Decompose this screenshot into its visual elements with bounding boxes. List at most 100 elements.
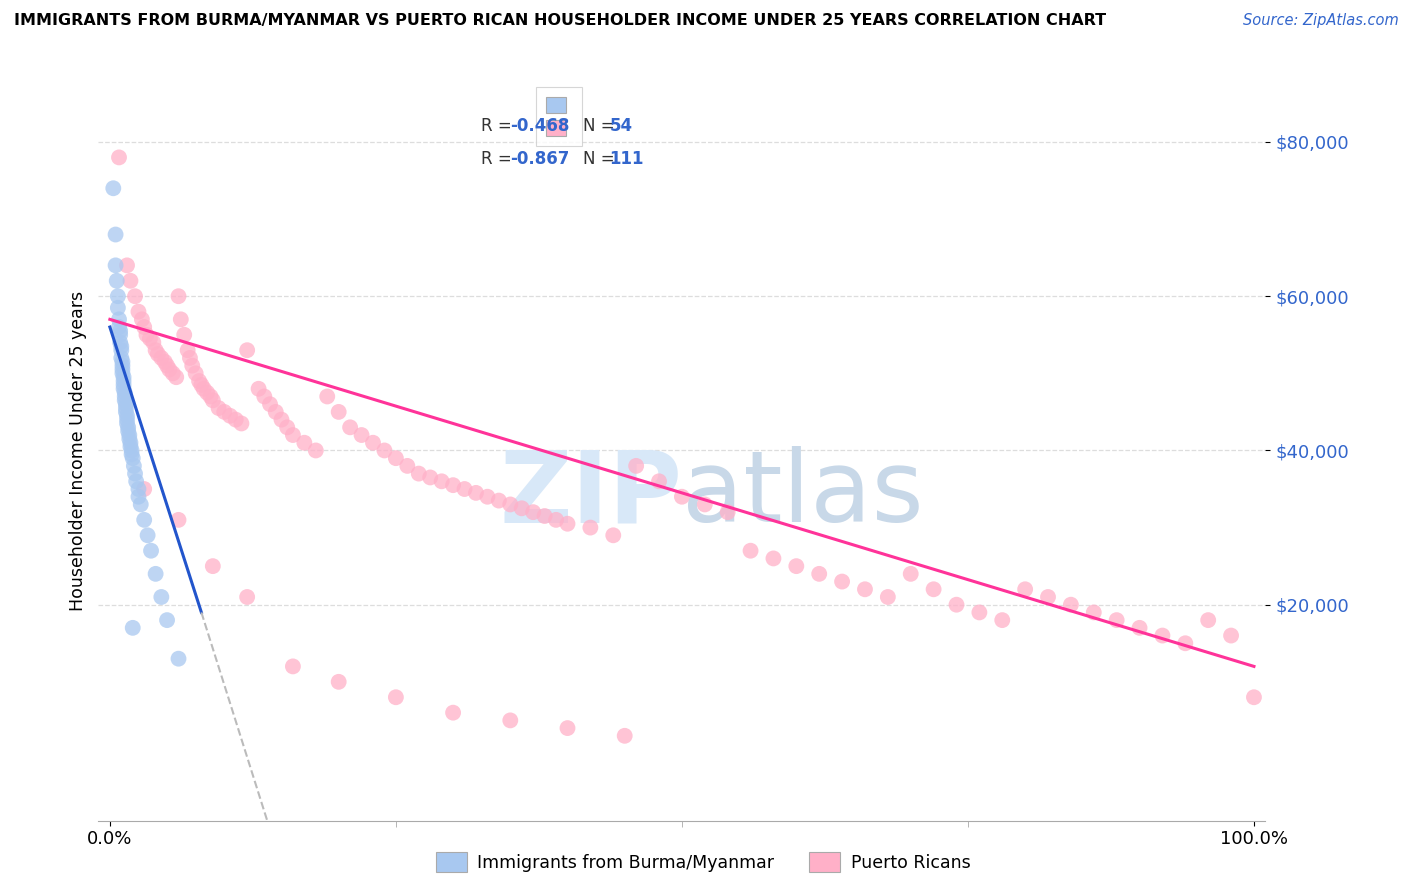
Point [103,181,125,195]
Point [717,505,740,519]
Point [785,559,807,574]
Point [969,606,991,620]
Point [112,374,135,388]
Point [112,378,135,392]
Point [105,274,128,288]
Point [207,401,229,415]
Legend: , : , [537,87,582,145]
Point [145,343,167,358]
Point [181,359,204,373]
Point [162,367,184,381]
Point [522,505,544,519]
Point [115,417,138,431]
Point [648,475,671,489]
Point [1197,613,1219,627]
Point [499,714,522,728]
Point [214,405,236,419]
Point [579,520,602,534]
Point [499,498,522,512]
Point [188,374,211,388]
Point [108,320,131,334]
Point [350,428,373,442]
Text: 54: 54 [610,117,633,136]
Point [510,501,533,516]
Point [1128,621,1150,635]
Point [900,566,922,581]
Point [477,490,499,504]
Text: N =: N = [582,117,620,136]
Point [108,150,131,164]
Point [127,490,149,504]
Point [1083,606,1105,620]
Point [122,458,145,473]
Point [134,320,156,334]
Point [762,551,785,566]
Point [201,393,224,408]
Point [195,385,218,400]
Point [190,378,212,392]
Point [488,493,510,508]
Legend: Immigrants from Burma/Myanmar, Puerto Ricans: Immigrants from Burma/Myanmar, Puerto Ri… [429,845,977,879]
Text: 111: 111 [610,151,644,169]
Point [111,359,134,373]
Point [120,440,142,454]
Point [361,435,384,450]
Point [108,327,131,342]
Point [385,451,408,466]
Point [1174,636,1197,650]
Point [671,490,693,504]
Point [253,389,276,403]
Point [1220,628,1243,642]
Point [219,409,242,423]
Point [385,690,408,705]
Point [135,327,157,342]
Point [276,420,298,434]
Point [111,362,134,376]
Point [613,729,636,743]
Point [118,432,141,446]
Point [693,498,716,512]
Point [453,482,475,496]
Point [114,389,136,403]
Point [114,393,136,408]
Point [305,443,328,458]
Point [107,301,129,315]
Point [373,443,395,458]
Point [236,343,259,358]
Point [120,435,142,450]
Point [259,397,281,411]
Point [153,355,176,369]
Text: N =: N = [582,151,620,169]
Text: Source: ZipAtlas.com: Source: ZipAtlas.com [1243,13,1399,29]
Point [117,420,139,434]
Point [1243,690,1265,705]
Point [328,674,350,689]
Point [145,566,167,581]
Point [112,370,135,384]
Point [121,621,143,635]
Point [156,359,179,373]
Point [179,351,201,365]
Text: -0.468: -0.468 [510,117,569,136]
Point [170,312,193,326]
Point [557,721,579,735]
Point [134,482,156,496]
Point [118,428,141,442]
Point [111,355,134,369]
Point [200,389,222,403]
Point [292,435,315,450]
Point [1105,613,1128,627]
Point [231,417,253,431]
Point [876,590,898,604]
Point [419,470,441,484]
Point [124,289,146,303]
Point [316,389,339,403]
Point [1060,598,1083,612]
Point [740,543,762,558]
Point [328,405,350,419]
Point [124,467,146,481]
Point [247,382,270,396]
Point [1014,582,1036,597]
Point [831,574,853,589]
Point [110,339,132,353]
